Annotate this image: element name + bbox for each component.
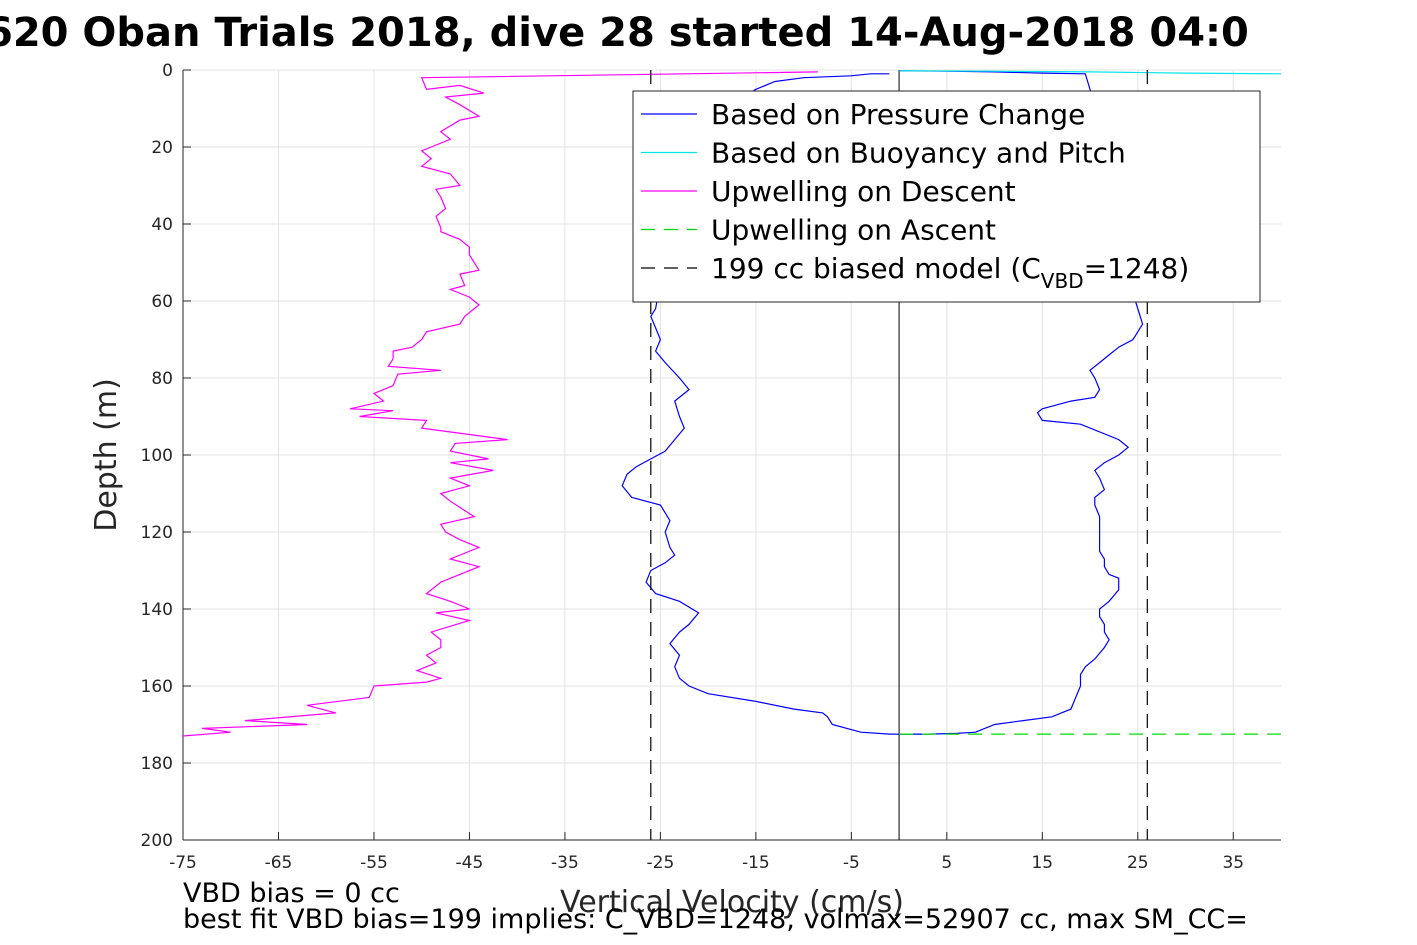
y-tick-label: 200	[141, 831, 173, 851]
x-tick-label: 35	[1222, 853, 1244, 873]
legend: Based on Pressure Change Based on Buoyanc…	[632, 90, 1261, 303]
y-tick-label: 140	[141, 600, 173, 620]
y-tick-label: 0	[162, 61, 173, 81]
x-tick-label: 15	[1031, 853, 1053, 873]
x-axis-label: Vertical Velocity (cm/s)	[560, 885, 904, 920]
x-tick-label: 5	[941, 853, 952, 873]
x-tick-label: -55	[360, 853, 388, 873]
x-tick-label: 25	[1127, 853, 1149, 873]
legend-entry-label: Based on Buoyancy and Pitch	[711, 137, 1126, 170]
x-tick-label: -45	[456, 853, 484, 873]
legend-entry-text: Based on Buoyancy and Pitch	[711, 137, 1126, 170]
x-tick-label: -75	[169, 853, 197, 873]
best-fit-note: best fit VBD bias=199 implies: C_VBD=124…	[183, 904, 1248, 935]
x-tick-label: -65	[265, 853, 293, 873]
series-line-based-on-pressure-change	[621, 70, 1144, 735]
legend-entry-label: 199 cc biased model (CVBD=1248)	[711, 252, 1189, 293]
y-tick-label: 100	[141, 446, 173, 466]
legend-box	[632, 90, 1261, 303]
x-tick-label: -35	[551, 853, 579, 873]
legend-entry-suffix: =1248)	[1084, 252, 1190, 285]
legend-entry-text: 199 cc biased model (C	[711, 252, 1041, 285]
y-tick-label: 160	[141, 677, 173, 697]
legend-entry-label: Based on Pressure Change	[711, 98, 1085, 131]
vbd-bias-note: VBD bias = 0 cc	[183, 878, 400, 909]
x-tick-label: -15	[742, 853, 770, 873]
y-tick-label: 40	[151, 215, 173, 235]
y-tick-label: 60	[151, 292, 173, 312]
y-tick-label: 20	[151, 138, 173, 158]
chart-title: 620 Oban Trials 2018, dive 28 started 14…	[0, 10, 1249, 56]
y-tick-label: 120	[141, 523, 173, 543]
legend-entry-subscript: VBD	[1041, 269, 1084, 293]
y-tick-label: 80	[151, 369, 173, 389]
legend-entry-text: Upwelling on Ascent	[711, 214, 996, 247]
series-line-based-on-buoyancy-and-pitch	[899, 70, 1281, 75]
series-line-upwelling-on-descent	[183, 71, 818, 737]
y-tick-label: 180	[141, 754, 173, 774]
x-tick-label: -25	[647, 853, 675, 873]
y-axis-label: Depth (m)	[89, 378, 124, 532]
x-tick-label: -5	[843, 853, 860, 873]
legend-entry-label: Upwelling on Ascent	[711, 214, 996, 247]
legend-entry-label: Upwelling on Descent	[711, 175, 1016, 208]
legend-entry-text: Based on Pressure Change	[711, 98, 1085, 131]
legend-entry-text: Upwelling on Descent	[711, 175, 1016, 208]
